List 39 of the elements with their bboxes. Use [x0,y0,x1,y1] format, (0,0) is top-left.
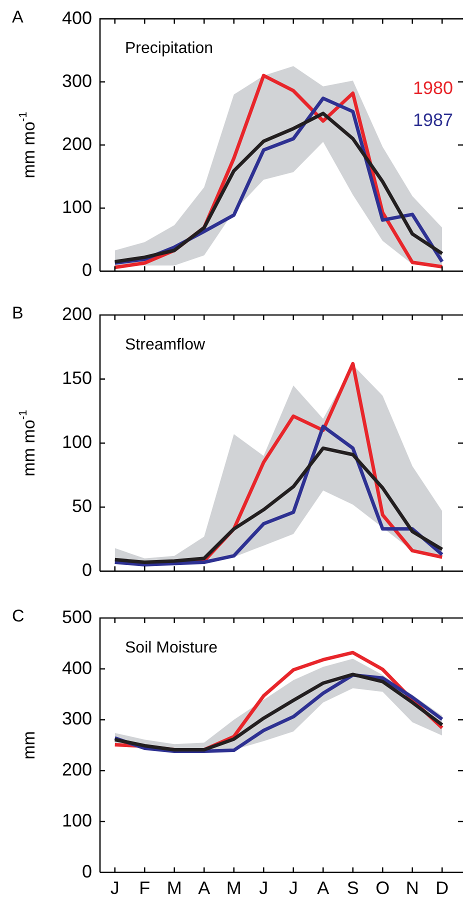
y-tick-label: 400 [62,8,92,28]
text: Streamflow [125,336,206,354]
y-tick-label: 400 [62,658,92,678]
x-tick-label: S [346,878,359,898]
y-axis-title: mm mo-1 [18,112,39,178]
text: B [12,304,24,323]
x-tick-label: M [226,878,242,898]
text: C [12,606,24,626]
y-tick-label: 200 [62,134,92,154]
x-tick-label: N [406,878,419,898]
text: A [12,7,24,26]
text: Precipitation [125,40,214,58]
x-tick-label: O [376,878,390,898]
y-tick-label: 0 [82,861,92,882]
y-tick-label: 100 [62,432,92,452]
y-tick-label: 500 [62,606,92,627]
y-axis-title: mm [20,731,39,760]
x-tick-label: M [166,878,182,898]
x-tick-label: D [436,878,449,898]
y-tick-label: 50 [72,496,92,516]
y-tick-label: 0 [82,260,92,280]
y-tick-label: 200 [62,304,92,324]
x-tick-label: J [110,878,120,898]
y-tick-label: 100 [62,197,92,218]
x-tick-label: A [317,878,330,898]
text: 1987 [412,110,453,130]
text: Soil Moisture [125,639,218,656]
y-axis-title: mm mo-1 [18,410,39,476]
text: 1980 [412,78,453,98]
x-tick-label: F [139,878,150,898]
x-tick-label: A [198,878,210,898]
x-tick-label: J [259,878,268,898]
y-tick-label: 0 [82,560,92,580]
y-tick-label: 100 [62,810,92,830]
y-tick-label: 300 [62,70,92,91]
y-tick-label: 200 [62,760,92,780]
y-tick-label: 300 [62,708,92,729]
x-tick-label: J [288,878,298,898]
y-tick-label: 150 [62,368,92,388]
